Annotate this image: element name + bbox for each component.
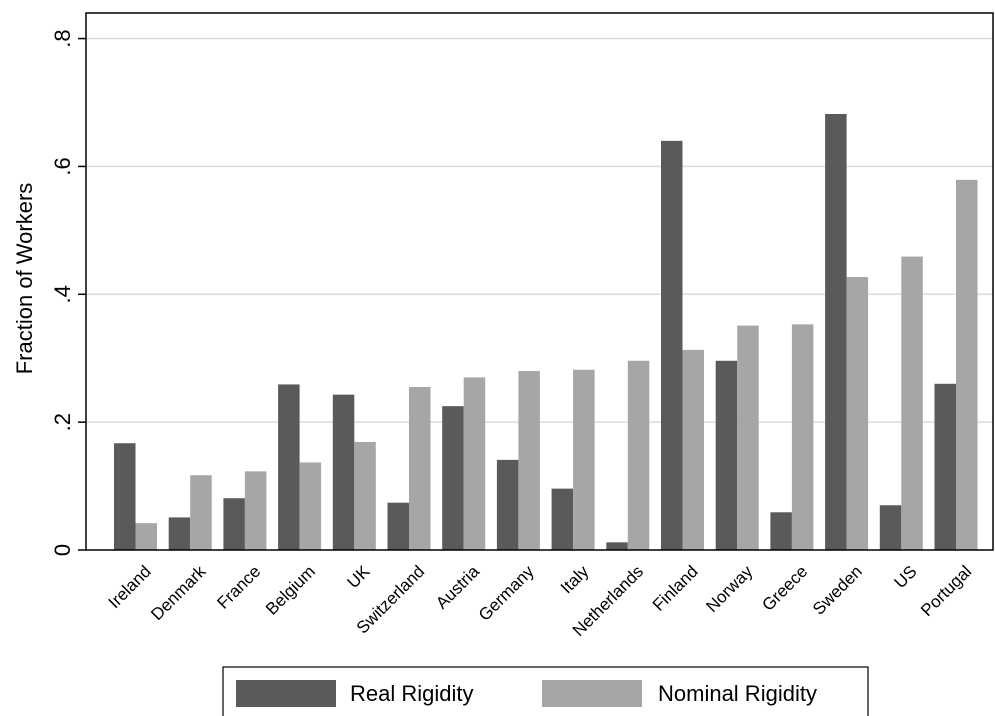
x-tick-label: Portugal: [917, 562, 975, 620]
x-tick-label: Belgium: [262, 562, 319, 619]
bar-nominal-norway: [737, 325, 759, 550]
legend-key-real: [236, 680, 336, 707]
bar-nominal-belgium: [299, 462, 322, 550]
x-tick-label: Italy: [557, 562, 593, 598]
y-tick-label: .2: [50, 413, 75, 431]
bar-nominal-uk: [354, 441, 376, 550]
plot-frame: [85, 12, 994, 551]
bar-real-uk: [332, 394, 355, 550]
bar-nominal-netherlands: [627, 360, 650, 550]
bar-real-norway: [715, 360, 738, 550]
bar-real-sweden: [825, 114, 847, 550]
y-tick-label: .4: [50, 285, 75, 303]
legend-label: Real Rigidity: [350, 681, 474, 706]
bar-real-portugal: [934, 383, 956, 550]
bar-real-france: [223, 498, 245, 550]
legend-key-nominal: [542, 680, 642, 707]
y-axis-title: Fraction of Workers: [12, 183, 37, 375]
x-tick-label: Sweden: [809, 562, 866, 619]
bar-real-denmark: [168, 517, 191, 550]
x-tick-label: Denmark: [147, 562, 210, 625]
bar-nominal-us: [901, 256, 923, 550]
x-tick-label: Germany: [475, 562, 538, 625]
bars: [114, 114, 978, 550]
bar-real-finland: [661, 140, 683, 550]
bar-nominal-france: [244, 471, 267, 550]
x-tick-label: US: [890, 562, 920, 592]
bar-real-us: [879, 505, 902, 550]
y-tick-label: 0: [50, 544, 75, 556]
bar-real-italy: [551, 488, 574, 550]
bar-nominal-austria: [463, 377, 486, 550]
bar-real-austria: [442, 406, 464, 550]
x-tick-label: France: [213, 562, 264, 613]
x-tick-label: Ireland: [105, 562, 155, 612]
bar-nominal-portugal: [956, 179, 978, 550]
bar-real-belgium: [278, 384, 300, 550]
bar-nominal-italy: [573, 369, 595, 550]
bar-real-germany: [496, 459, 519, 550]
bar-real-netherlands: [606, 542, 628, 550]
x-tick-label: UK: [343, 561, 374, 592]
x-tick-label: Austria: [432, 562, 483, 613]
bar-real-greece: [770, 512, 792, 550]
legend: Real Rigidity Nominal Rigidity: [222, 666, 869, 716]
x-tick-label: Finland: [649, 562, 702, 615]
bar-nominal-germany: [518, 371, 540, 550]
bar-nominal-sweden: [846, 277, 869, 550]
bar-nominal-ireland: [135, 523, 157, 550]
bar-nominal-finland: [682, 349, 704, 550]
bar-real-switzerland: [387, 502, 409, 550]
bar-nominal-greece: [791, 324, 814, 550]
y-axis: 0 .2 .4 .6 .8: [50, 29, 86, 556]
y-tick-label: .8: [50, 29, 75, 47]
legend-label: Nominal Rigidity: [658, 681, 817, 706]
bar-real-ireland: [114, 443, 136, 550]
bar-nominal-switzerland: [409, 386, 431, 550]
x-tick-label: Greece: [758, 562, 811, 615]
y-tick-label: .6: [50, 157, 75, 175]
bar-nominal-denmark: [190, 475, 212, 550]
x-tick-label: Norway: [702, 562, 757, 617]
